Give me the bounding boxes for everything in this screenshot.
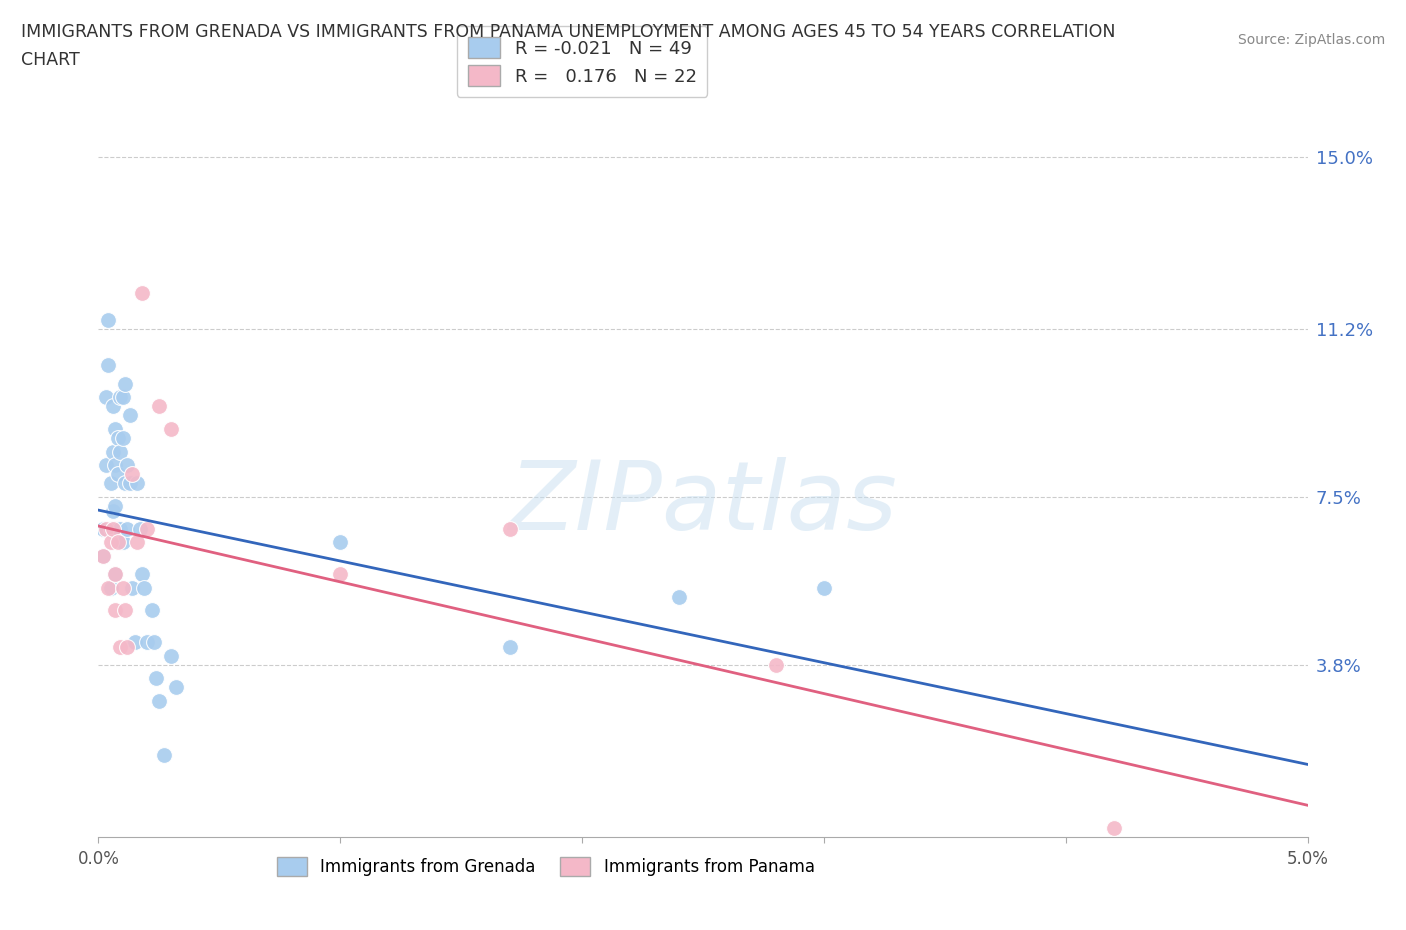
Point: [765, 658, 787, 672]
Text: IMMIGRANTS FROM GRENADA VS IMMIGRANTS FROM PANAMA UNEMPLOYMENT AMONG AGES 45 TO : IMMIGRANTS FROM GRENADA VS IMMIGRANTS FR…: [21, 23, 1115, 41]
Point: [97, 312, 120, 327]
Point: [131, 566, 153, 581]
Point: [114, 603, 136, 618]
Point: [108, 445, 131, 459]
Point: [114, 376, 136, 391]
Point: [131, 286, 153, 300]
Point: [121, 580, 143, 595]
Point: [111, 580, 134, 595]
Point: [668, 590, 690, 604]
Point: [100, 476, 122, 491]
Point: [813, 580, 835, 595]
Point: [107, 521, 129, 536]
Point: [91, 549, 114, 564]
Point: [111, 390, 134, 405]
Point: [101, 503, 124, 518]
Point: [104, 458, 127, 472]
Point: [108, 390, 131, 405]
Point: [94, 458, 117, 472]
Point: [127, 535, 149, 550]
Point: [165, 680, 187, 695]
Point: [1102, 820, 1125, 835]
Point: [107, 535, 129, 550]
Point: [121, 467, 143, 482]
Point: [101, 521, 124, 536]
Point: [104, 566, 127, 581]
Point: [104, 566, 127, 581]
Text: ZIPatlas: ZIPatlas: [509, 457, 897, 550]
Point: [108, 639, 131, 654]
Point: [94, 390, 117, 405]
Text: Source: ZipAtlas.com: Source: ZipAtlas.com: [1237, 33, 1385, 46]
Point: [135, 521, 157, 536]
Point: [148, 399, 170, 414]
Point: [97, 580, 120, 595]
Point: [107, 467, 129, 482]
Point: [118, 408, 141, 423]
Point: [152, 748, 174, 763]
Point: [117, 639, 139, 654]
Point: [101, 445, 124, 459]
Legend: Immigrants from Grenada, Immigrants from Panama: Immigrants from Grenada, Immigrants from…: [270, 851, 821, 884]
Point: [148, 694, 170, 709]
Point: [111, 431, 134, 445]
Point: [91, 549, 114, 564]
Point: [100, 521, 122, 536]
Point: [94, 521, 117, 536]
Point: [97, 358, 120, 373]
Point: [108, 521, 131, 536]
Point: [91, 521, 114, 536]
Point: [117, 458, 139, 472]
Point: [498, 521, 520, 536]
Point: [104, 603, 127, 618]
Point: [111, 535, 134, 550]
Point: [134, 580, 156, 595]
Point: [329, 566, 352, 581]
Point: [160, 648, 183, 663]
Point: [100, 580, 122, 595]
Point: [104, 421, 127, 436]
Point: [127, 476, 149, 491]
Point: [104, 498, 127, 513]
Point: [124, 634, 146, 649]
Point: [143, 634, 166, 649]
Point: [135, 634, 157, 649]
Point: [100, 535, 122, 550]
Point: [107, 431, 129, 445]
Point: [145, 671, 167, 685]
Point: [160, 421, 183, 436]
Point: [128, 521, 150, 536]
Point: [141, 603, 163, 618]
Point: [118, 476, 141, 491]
Point: [329, 535, 352, 550]
Point: [114, 476, 136, 491]
Text: CHART: CHART: [21, 51, 80, 69]
Point: [498, 639, 520, 654]
Point: [101, 399, 124, 414]
Point: [117, 521, 139, 536]
